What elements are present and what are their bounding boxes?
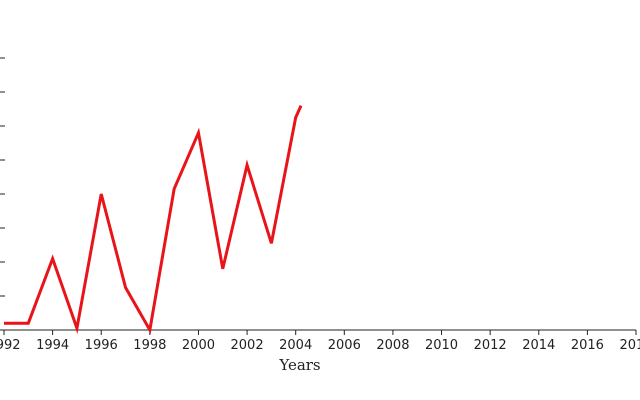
x-tick-label: 2002 bbox=[231, 338, 264, 353]
x-axis-label: Years bbox=[278, 356, 320, 374]
x-tick-label: 2016 bbox=[571, 338, 604, 353]
x-tick-label: 2006 bbox=[328, 338, 361, 353]
x-tick-label: 1996 bbox=[85, 338, 118, 353]
x-tick-label: 2008 bbox=[376, 338, 409, 353]
x-tick-label: 1994 bbox=[36, 338, 69, 353]
x-tick-label: 2000 bbox=[182, 338, 215, 353]
line bbox=[4, 104, 303, 335]
x-tick-label: 2004 bbox=[279, 338, 312, 353]
x-tick-label: 2018 bbox=[619, 338, 640, 353]
x-tick-label: 1992 bbox=[0, 338, 21, 353]
x-tick-label: 2010 bbox=[425, 338, 458, 353]
x-tick-label: 2014 bbox=[522, 338, 555, 353]
x-tick-label: 1998 bbox=[133, 338, 166, 353]
x-tick-label: 2012 bbox=[474, 338, 507, 353]
